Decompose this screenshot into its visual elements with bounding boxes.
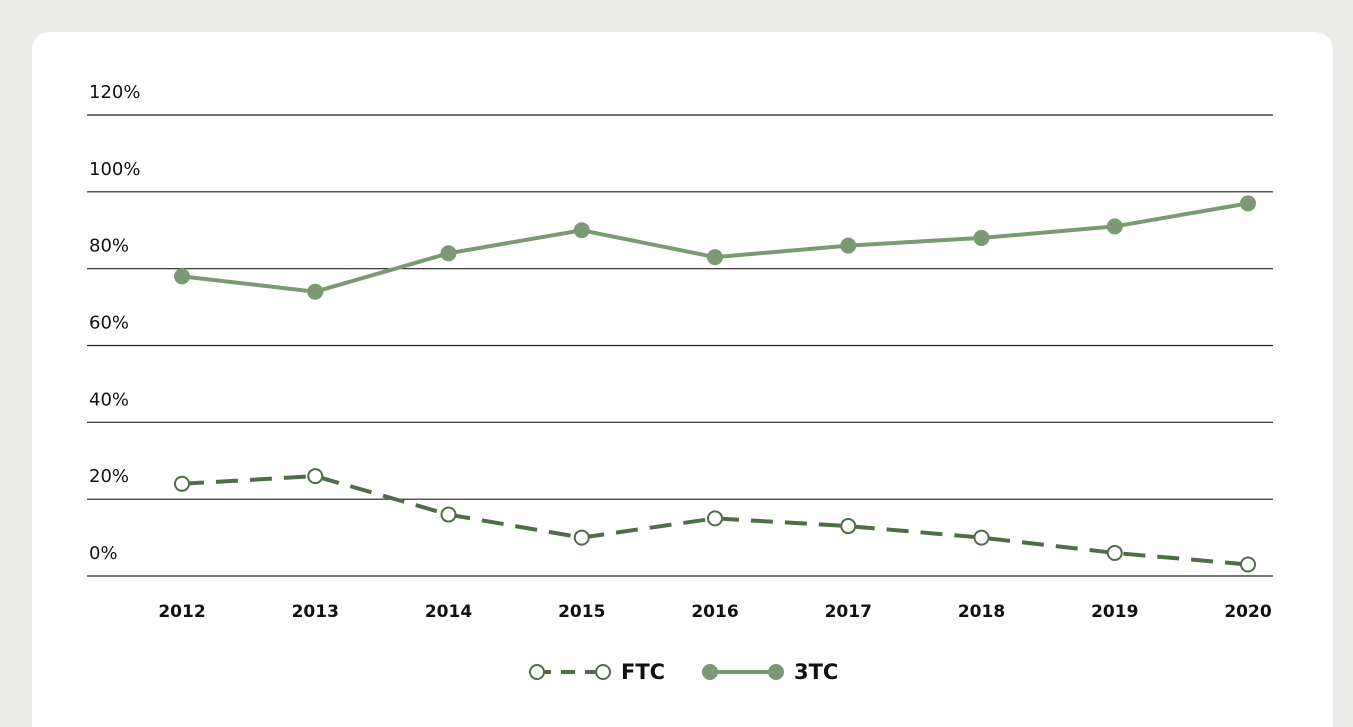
legend-label: FTC — [621, 660, 665, 684]
point — [440, 245, 457, 262]
point — [174, 475, 190, 492]
x-tick-label: 2016 — [691, 602, 738, 622]
x-tick-label: 2015 — [558, 602, 605, 622]
y-tick-label: 120% — [89, 82, 140, 103]
x-tick-label: 2013 — [292, 602, 339, 622]
point — [1106, 544, 1123, 561]
legend-marker — [768, 664, 784, 680]
point — [307, 468, 324, 485]
y-tick-label: 40% — [89, 389, 129, 410]
point — [840, 518, 857, 535]
y-tick-label: 60% — [89, 313, 129, 334]
y-tick-label: 80% — [89, 236, 129, 257]
y-tick-label: 20% — [89, 466, 129, 487]
point — [573, 222, 590, 239]
legend-marker — [595, 664, 611, 680]
series-line — [181, 474, 1249, 567]
y-tick-label: 100% — [89, 159, 140, 180]
point — [1106, 218, 1123, 235]
point — [440, 506, 457, 523]
x-tick-label: 2012 — [158, 602, 205, 622]
x-tick-label: 2018 — [958, 602, 1005, 622]
point — [1240, 556, 1256, 573]
point — [707, 249, 723, 266]
point — [840, 237, 857, 254]
x-tick-label: 2019 — [1091, 602, 1138, 622]
point — [707, 510, 723, 527]
panel — [32, 32, 1333, 727]
legend-marker — [529, 664, 545, 680]
point — [174, 268, 190, 285]
point — [973, 229, 990, 246]
x-tick-label: 2014 — [425, 602, 472, 622]
y-tick-label: 0% — [89, 543, 118, 564]
x-tick-label: 2017 — [825, 602, 872, 622]
legend-label: 3TC — [794, 660, 838, 684]
point — [573, 529, 590, 546]
point — [973, 529, 990, 546]
x-tick-label: 2020 — [1224, 602, 1271, 622]
legend-marker — [702, 664, 718, 680]
point — [1240, 195, 1256, 212]
point — [307, 283, 324, 300]
